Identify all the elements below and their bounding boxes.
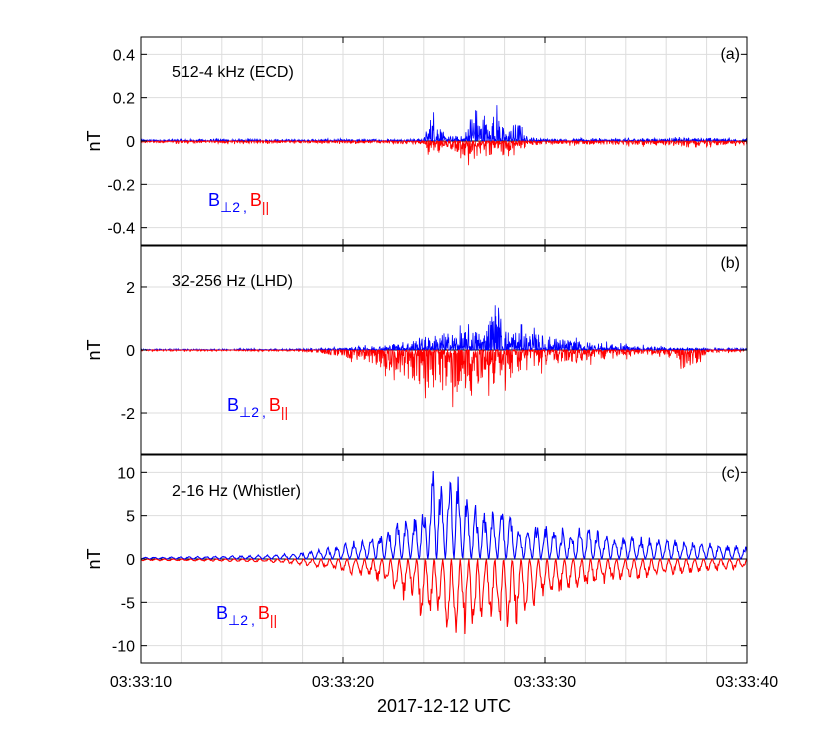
panel-c-x-ticks [140, 455, 748, 663]
x-axis-label: 2017-12-12 UTC [377, 696, 511, 716]
x-tick-label: 03:33:40 [716, 674, 778, 691]
panel-b-y-ticks: -2 0 2 [121, 280, 747, 423]
panel-b-legend: B⊥2, B|| [227, 395, 288, 420]
panel-c-series [140, 470, 748, 635]
panel-a-legend: B⊥2, B|| [208, 190, 269, 215]
panel-c-label: (c) [721, 465, 740, 482]
legend-separator: , [262, 404, 266, 420]
y-tick-label: -10 [112, 639, 135, 656]
panel-c-ylabel: nT [84, 548, 104, 569]
panel-b-series [140, 305, 748, 408]
y-tick-label: 0.2 [113, 91, 135, 108]
y-tick-label: 0.4 [113, 47, 135, 64]
legend-perp-subscript: ⊥2 [228, 612, 248, 628]
legend-para-subscript: || [270, 612, 277, 628]
panel-c-title: 2-16 Hz (Whistler) [172, 483, 301, 500]
legend-para-symbol: B [269, 395, 281, 415]
panel-b-ylabel: nT [84, 339, 104, 360]
panel-a-label: (a) [720, 46, 740, 63]
legend-separator: , [251, 612, 255, 628]
panel-a: -0.4 -0.2 0 0.2 0.4 512-4 kHz (ECD) (a) nT B… [84, 36, 748, 246]
x-tick-labels: 03:33:10 03:33:20 03:33:30 03:33:40 [110, 674, 778, 691]
panel-a-y-ticks: -0.4 -0.2 0 0.2 0.4 [107, 47, 747, 238]
series-b-parallel [141, 348, 748, 408]
y-tick-label: 0 [126, 552, 135, 569]
legend-para-subscript: || [262, 199, 269, 215]
x-tick-label: 03:33:20 [312, 674, 374, 691]
panel-b-x-ticks [140, 246, 748, 454]
series-b-parallel [140, 557, 748, 635]
y-tick-label: 10 [117, 465, 135, 482]
legend-perp-symbol: B [208, 190, 220, 210]
legend-perp-subscript: ⊥2 [220, 199, 240, 215]
legend-perp-symbol: B [216, 603, 228, 623]
legend-separator: , [243, 199, 247, 215]
panel-c-legend: B⊥2, B|| [216, 603, 277, 628]
y-tick-label: 0 [126, 134, 135, 151]
legend-para-symbol: B [250, 190, 262, 210]
panel-b-label: (b) [720, 255, 740, 272]
panel-b: -202 32-256 Hz (LHD) (b) nT B⊥2, B|| [84, 245, 748, 455]
series-b-parallel [140, 139, 748, 166]
legend-para-symbol: B [258, 603, 270, 623]
panel-a-x-ticks [140, 37, 748, 245]
legend-perp-subscript: ⊥2 [239, 404, 259, 420]
y-tick-label: 0 [126, 343, 135, 360]
x-tick-label: 03:33:30 [514, 674, 576, 691]
legend-perp-symbol: B [227, 395, 239, 415]
panel-a-ylabel: nT [84, 130, 104, 151]
y-tick-label: 2 [126, 280, 135, 297]
y-tick-label: -2 [121, 406, 135, 423]
y-tick-label: 5 [126, 509, 135, 526]
series-b-perp2 [140, 470, 748, 561]
y-tick-label: -0.4 [107, 221, 135, 238]
panel-b-title: 32-256 Hz (LHD) [172, 273, 293, 290]
y-tick-label: -5 [121, 595, 135, 612]
panel-c-y-ticks: -10 -5 0 5 10 [112, 465, 747, 656]
panel-a-series [140, 105, 748, 166]
y-tick-label: -0.2 [107, 177, 135, 194]
legend-para-subscript: || [281, 404, 288, 420]
x-tick-label: 03:33:10 [110, 674, 172, 691]
panel-a-title: 512-4 kHz (ECD) [172, 64, 294, 81]
